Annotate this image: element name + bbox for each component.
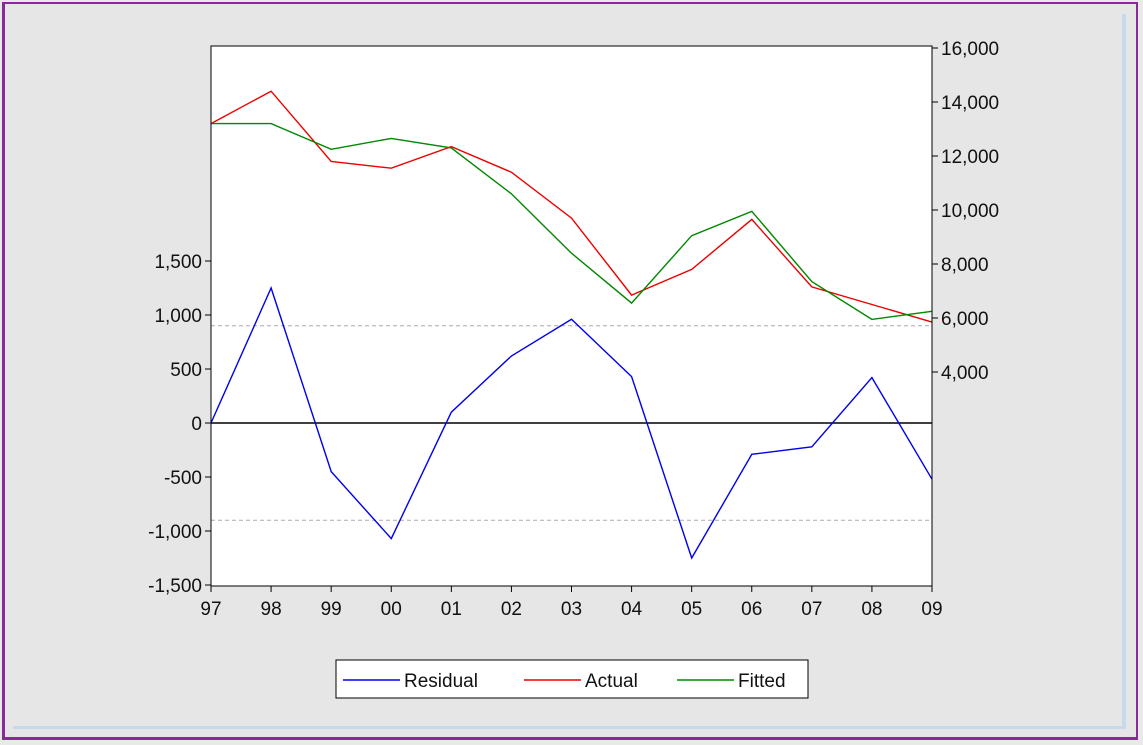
right-tick-label: 4,000	[941, 363, 989, 384]
x-tick-label: 02	[501, 599, 522, 620]
x-tick-label: 98	[261, 599, 282, 620]
left-tick-label: 1,000	[154, 306, 202, 327]
x-tick-label: 99	[321, 599, 342, 620]
window-edge-right	[1122, 14, 1126, 729]
legend-label-fitted: Fitted	[738, 671, 786, 692]
x-tick-label: 09	[921, 599, 942, 620]
left-tick-label: 1,500	[154, 252, 202, 273]
window-edge-bottom	[13, 726, 1122, 729]
legend-box	[335, 659, 809, 699]
reference-lines	[211, 325, 932, 521]
left-axis: -1,500 -1,000 -500 0 500 1,000 1,500	[148, 252, 211, 597]
x-tick-label: 07	[801, 599, 822, 620]
right-tick-label: 10,000	[941, 201, 999, 222]
x-tick-label: 00	[381, 599, 402, 620]
x-axis: 97 98 99 00 01 02 03 04 05 06 07 08 09	[200, 586, 943, 620]
residual-line	[210, 286, 933, 560]
x-tick-label: 06	[741, 599, 762, 620]
plot-area	[211, 46, 932, 586]
x-tick-label: 05	[681, 599, 702, 620]
right-tick-label: 6,000	[941, 309, 989, 330]
x-tick-label: 03	[561, 599, 582, 620]
x-tick-label: 04	[621, 599, 643, 620]
series-group	[210, 90, 933, 560]
right-tick-label: 8,000	[941, 255, 989, 276]
right-tick-label: 14,000	[941, 93, 999, 114]
right-tick-label: 12,000	[941, 147, 999, 168]
right-tick-label: 16,000	[941, 39, 999, 60]
x-tick-label: 01	[441, 599, 462, 620]
left-tick-label: 0	[191, 414, 202, 435]
x-tick-label: 08	[861, 599, 882, 620]
left-tick-label: -1,500	[148, 576, 202, 597]
legend-label-actual: Actual	[585, 671, 638, 692]
x-tick-label: 97	[200, 599, 221, 620]
left-tick-label: -500	[164, 468, 202, 489]
left-tick-label: 500	[170, 360, 202, 381]
legend-label-residual: Residual	[404, 671, 478, 692]
legend: Residual Actual Fitted	[335, 659, 809, 699]
right-axis: 4,000 6,000 8,000 10,000 12,000 14,000 16,000	[932, 39, 999, 384]
left-tick-label: -1,000	[148, 522, 202, 543]
